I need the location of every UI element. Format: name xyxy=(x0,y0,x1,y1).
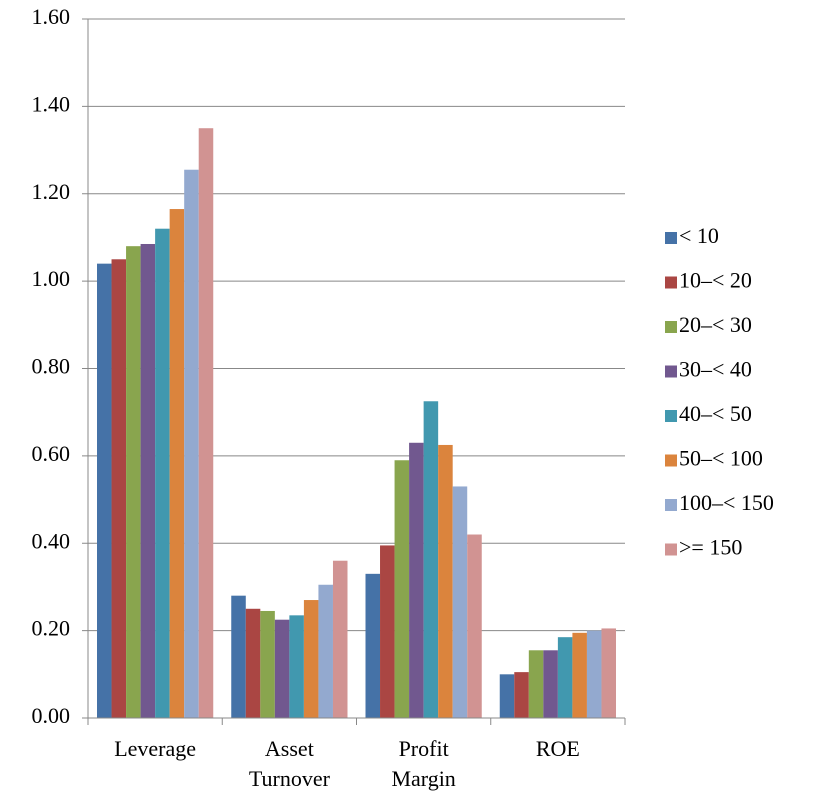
x-tick-label: Leverage xyxy=(114,736,197,761)
bar xyxy=(318,584,333,718)
legend-swatch xyxy=(665,499,677,511)
bar xyxy=(467,534,482,718)
bar xyxy=(274,619,290,718)
legend-swatch xyxy=(665,454,677,467)
y-tick-label: 0.80 xyxy=(32,354,71,379)
y-tick-label: 0.00 xyxy=(32,703,71,728)
bar xyxy=(423,401,439,718)
legend-label: < 10 xyxy=(679,223,719,248)
bar xyxy=(260,610,275,718)
bar xyxy=(409,442,424,718)
bar xyxy=(528,650,544,718)
legend-swatch xyxy=(665,321,677,333)
bar xyxy=(140,243,156,718)
legend-swatch xyxy=(665,232,677,244)
bar xyxy=(111,259,127,718)
bar xyxy=(332,560,348,718)
bar xyxy=(394,460,410,718)
legend-swatch xyxy=(665,365,677,378)
legend-label: 100–< 150 xyxy=(679,490,774,515)
x-tick-label: ROE xyxy=(535,736,580,761)
legend-swatch xyxy=(665,276,677,289)
bar xyxy=(499,674,515,718)
bar xyxy=(365,573,381,718)
bar xyxy=(289,615,304,718)
legend-label: 20–< 30 xyxy=(679,312,752,337)
y-tick-label: 1.20 xyxy=(32,179,71,204)
bar xyxy=(438,444,453,718)
legend-label: >= 150 xyxy=(679,535,742,560)
bar xyxy=(97,263,112,718)
bar xyxy=(303,600,319,718)
bar xyxy=(231,595,246,718)
legend-swatch xyxy=(665,410,677,422)
y-tick-label: 1.00 xyxy=(32,266,71,291)
x-tick-label: Profit Margin xyxy=(391,736,456,791)
bar xyxy=(452,486,468,718)
y-tick-label: 0.20 xyxy=(32,616,71,641)
bar xyxy=(198,128,214,718)
x-tick-label: Asset Turnover xyxy=(248,736,330,791)
legend-label: 10–< 20 xyxy=(679,268,752,293)
y-tick-label: 1.60 xyxy=(32,4,71,29)
bar xyxy=(169,209,185,718)
y-tick-label: 0.40 xyxy=(32,528,71,553)
bar xyxy=(586,630,602,718)
bar xyxy=(126,246,141,719)
legend-label: 50–< 100 xyxy=(679,446,763,471)
y-tick-label: 0.60 xyxy=(32,441,71,466)
y-tick-label: 1.40 xyxy=(32,91,71,116)
bar xyxy=(572,632,587,718)
bar xyxy=(557,637,573,718)
legend-swatch xyxy=(665,543,677,556)
bar xyxy=(380,545,395,718)
bar xyxy=(155,228,170,718)
bar xyxy=(601,628,616,718)
bar xyxy=(543,650,558,718)
legend-label: 40–< 50 xyxy=(679,401,752,426)
bar xyxy=(514,672,529,718)
bar xyxy=(184,169,199,719)
bar xyxy=(245,608,261,718)
legend-label: 30–< 40 xyxy=(679,357,752,382)
